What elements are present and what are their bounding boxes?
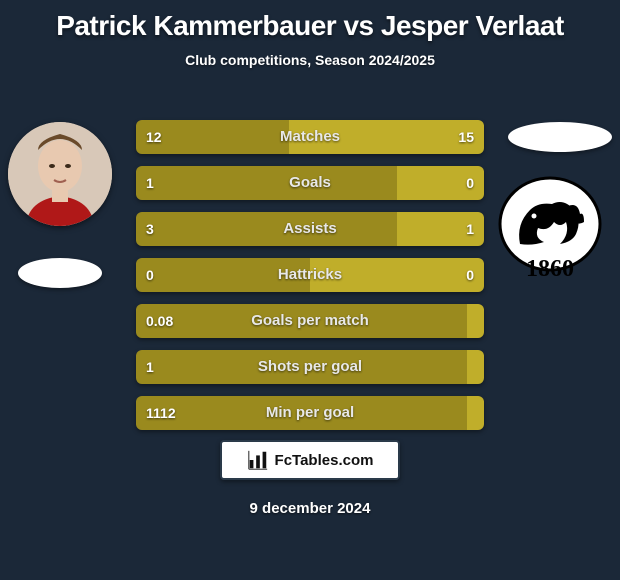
stat-label: Min per goal [136, 396, 484, 430]
stat-label: Shots per goal [136, 350, 484, 384]
stat-value-right: 0 [466, 258, 474, 292]
chart-bars-icon [247, 449, 269, 471]
page-title: Patrick Kammerbauer vs Jesper Verlaat [0, 0, 620, 42]
stat-row: Goals per match0.08 [136, 304, 484, 338]
stat-value-left: 3 [146, 212, 154, 246]
stat-row: Min per goal1112 [136, 396, 484, 430]
stat-value-left: 0.08 [146, 304, 173, 338]
comparison-bars: Matches1215Goals10Assists31Hattricks00Go… [136, 120, 484, 442]
stat-label: Hattricks [136, 258, 484, 292]
title-player1: Patrick Kammerbauer [56, 10, 336, 41]
stat-value-right: 1 [466, 212, 474, 246]
comparison-card: Patrick Kammerbauer vs Jesper Verlaat Cl… [0, 0, 620, 580]
page-subtitle: Club competitions, Season 2024/2025 [0, 52, 620, 68]
player-left-club-badge [18, 258, 102, 288]
stat-value-left: 12 [146, 120, 162, 154]
club-1860-badge-icon: 1860 [498, 176, 602, 286]
brand-badge[interactable]: FcTables.com [220, 440, 400, 480]
stat-row: Hattricks0 0 [136, 258, 484, 292]
stat-value-right: 15 [458, 120, 474, 154]
stat-row: Shots per goal1 [136, 350, 484, 384]
stat-row: Matches12 15 [136, 120, 484, 154]
stat-row: Assists3 1 [136, 212, 484, 246]
stat-label: Goals [136, 166, 484, 200]
player-right-oval [508, 122, 612, 152]
player-right-club-badge: 1860 [498, 176, 602, 286]
stat-label: Assists [136, 212, 484, 246]
title-player2: Jesper Verlaat [381, 10, 564, 41]
stat-value-left: 0 [146, 258, 154, 292]
stat-value-left: 1 [146, 350, 154, 384]
stat-row: Goals1 0 [136, 166, 484, 200]
title-vs: vs [343, 10, 373, 41]
stat-value-left: 1112 [146, 396, 176, 430]
player-left-avatar [8, 122, 112, 226]
stat-value-right: 0 [466, 166, 474, 200]
stat-label: Matches [136, 120, 484, 154]
stat-label: Goals per match [136, 304, 484, 338]
person-silhouette-icon [8, 122, 112, 226]
stat-value-left: 1 [146, 166, 154, 200]
footer-date: 9 december 2024 [0, 500, 620, 517]
brand-text: FcTables.com [275, 452, 374, 469]
club-year-text: 1860 [526, 256, 574, 282]
